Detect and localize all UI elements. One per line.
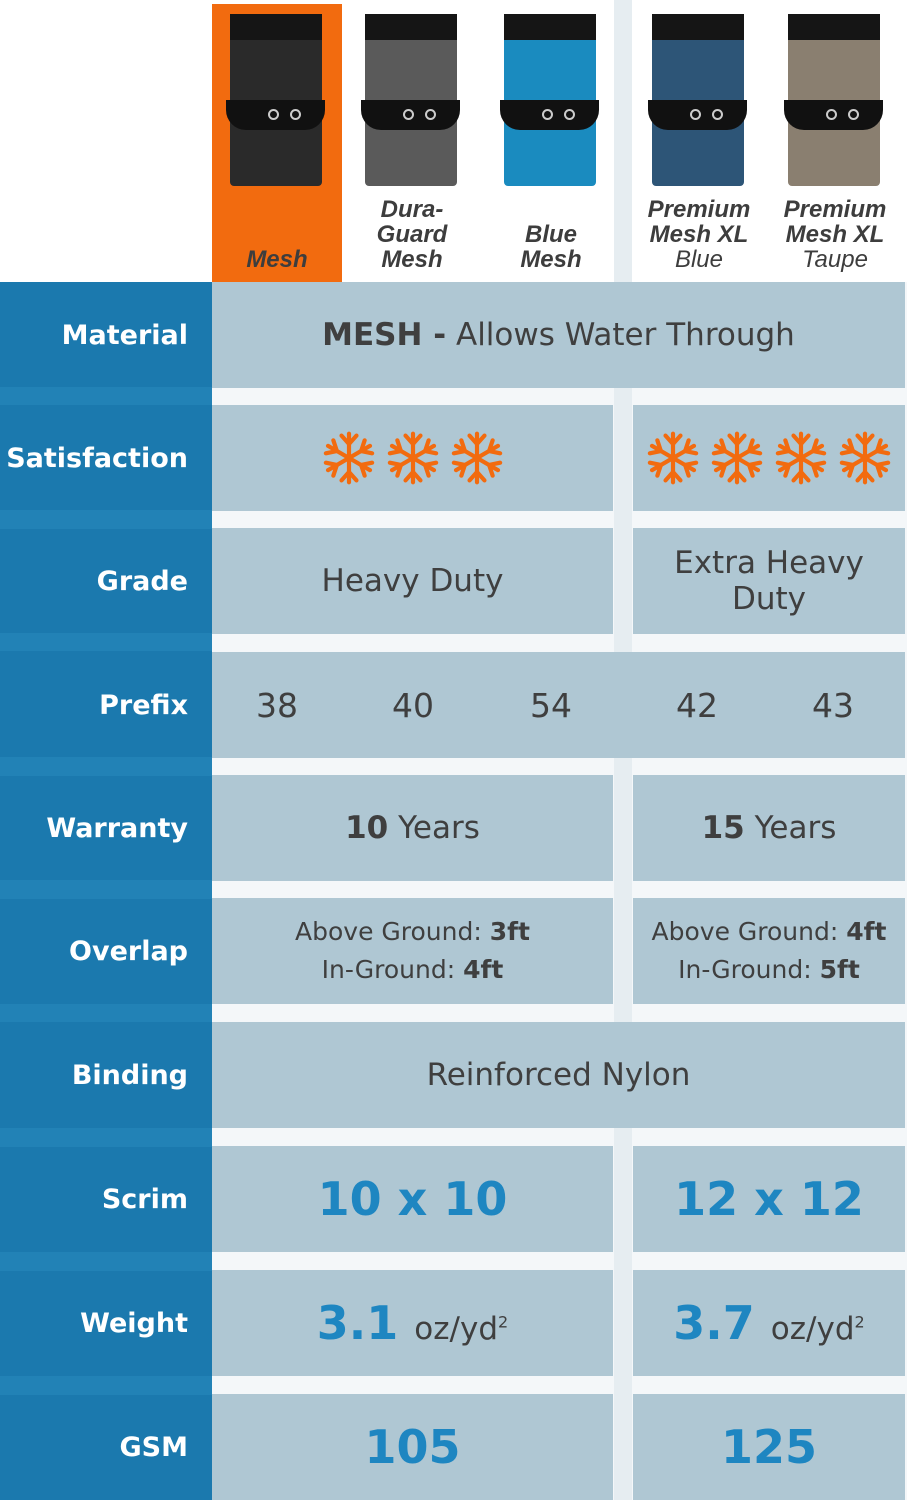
warranty-left: 10 Years xyxy=(212,775,613,881)
divider xyxy=(0,1252,212,1271)
gsm-right: 125 xyxy=(633,1394,905,1500)
prefix-value: 42 xyxy=(676,685,718,725)
scrim-right: 12 x 12 xyxy=(633,1146,905,1252)
material-text: Allows Water Through xyxy=(455,317,795,353)
prefix-value: 43 xyxy=(812,685,854,725)
weight-sup: 2 xyxy=(498,1312,509,1332)
product-name: Premium Mesh XL Taupe xyxy=(783,196,887,273)
product-column[interactable]: Blue Mesh xyxy=(486,4,616,282)
prefix-value: 40 xyxy=(392,685,434,725)
ig-value: 4ft xyxy=(463,955,504,984)
row-weight: Weight 3.1 oz/yd2 3.7 oz/yd2 xyxy=(0,1270,907,1376)
gsm-left: 105 xyxy=(212,1394,613,1500)
row-label: GSM xyxy=(119,1431,188,1463)
divider xyxy=(0,1128,212,1147)
material-strong: MESH - xyxy=(322,317,447,353)
scrim-left: 10 x 10 xyxy=(212,1146,613,1252)
snowflake-icon xyxy=(711,431,763,485)
grade-left: Heavy Duty xyxy=(212,528,613,634)
weight-sup: 2 xyxy=(854,1312,865,1332)
row-label: Prefix xyxy=(99,689,188,721)
prefix-value: 54 xyxy=(530,685,572,725)
ig-label: In-Ground: xyxy=(321,955,456,984)
product-name: Blue Mesh xyxy=(520,221,582,273)
product-name: Dura-Guard Mesh xyxy=(376,196,448,273)
product-image xyxy=(500,14,600,186)
row-prefix: Prefix 38 40 54 42 43 xyxy=(0,652,907,758)
weight-num: 3.1 xyxy=(316,1296,399,1350)
divider xyxy=(0,387,212,405)
product-name: Mesh xyxy=(246,246,308,273)
product-image xyxy=(226,14,326,186)
weight-left: 3.1 oz/yd2 xyxy=(212,1270,613,1376)
grade-right-text: Extra Heavy Duty xyxy=(674,545,864,617)
satisfaction-right xyxy=(633,405,905,511)
row-grade: Grade Heavy Duty Extra Heavy Duty xyxy=(0,528,907,634)
row-gsm: GSM 105 125 xyxy=(0,1394,907,1500)
product-image xyxy=(784,14,884,186)
row-overlap: Overlap Above Ground: 3ft In-Ground: 4ft … xyxy=(0,898,907,1004)
divider xyxy=(0,633,212,651)
divider xyxy=(0,880,212,899)
ig-label: In-Ground: xyxy=(678,955,812,984)
ag-value: 3ft xyxy=(489,917,530,946)
divider xyxy=(0,1004,212,1022)
snowflake-icon xyxy=(839,431,891,485)
ag-label: Above Ground: xyxy=(295,917,482,946)
product-name: Premium Mesh XL Blue xyxy=(647,196,751,273)
row-label: Weight xyxy=(80,1307,188,1339)
product-image xyxy=(648,14,748,186)
product-column[interactable]: Premium Mesh XL Taupe xyxy=(770,4,900,282)
warranty-num: 10 xyxy=(345,810,389,846)
snowflake-icon xyxy=(323,431,374,485)
divider xyxy=(0,757,212,776)
snowflake-icon xyxy=(775,431,827,485)
divider xyxy=(0,510,212,529)
snowflake-icon xyxy=(647,431,699,485)
warranty-unit: Years xyxy=(398,810,480,846)
row-scrim: Scrim 10 x 10 12 x 12 xyxy=(0,1146,907,1252)
binding-value: Reinforced Nylon xyxy=(212,1022,905,1128)
product-column[interactable]: Mesh xyxy=(212,4,342,282)
product-column[interactable]: Premium Mesh XL Blue xyxy=(634,4,764,282)
ag-value: 4ft xyxy=(846,917,887,946)
row-label: Overlap xyxy=(69,935,188,967)
product-image xyxy=(361,14,461,186)
row-material: Material MESH - Allows Water Through xyxy=(0,282,907,388)
warranty-unit: Years xyxy=(754,810,837,846)
warranty-right: 15 Years xyxy=(633,775,905,881)
warranty-num: 15 xyxy=(701,810,745,846)
row-label: Binding xyxy=(71,1059,188,1091)
row-satisfaction: Satisfaction xyxy=(0,405,907,511)
product-column[interactable]: Dura-Guard Mesh xyxy=(347,4,477,282)
row-warranty: Warranty 10 Years 15 Years xyxy=(0,775,907,881)
satisfaction-left xyxy=(212,405,613,511)
ig-value: 5ft xyxy=(819,955,860,984)
material-value: MESH - Allows Water Through xyxy=(212,282,905,388)
row-label: Scrim xyxy=(101,1183,188,1215)
row-binding: Binding Reinforced Nylon xyxy=(0,1022,907,1128)
divider xyxy=(0,1376,212,1395)
overlap-right: Above Ground: 4ft In-Ground: 5ft xyxy=(633,898,905,1004)
row-label: Warranty xyxy=(46,812,188,844)
weight-right: 3.7 oz/yd2 xyxy=(633,1270,905,1376)
snowflake-icon xyxy=(387,431,438,485)
weight-num: 3.7 xyxy=(673,1296,755,1350)
overlap-left: Above Ground: 3ft In-Ground: 4ft xyxy=(212,898,613,1004)
row-label: Material xyxy=(61,319,188,351)
prefix-value: 38 xyxy=(256,685,298,725)
prefix-cell xyxy=(212,652,905,758)
row-label: Satisfaction xyxy=(6,442,188,474)
row-label: Grade xyxy=(96,565,188,597)
grade-right: Extra Heavy Duty xyxy=(633,528,905,634)
weight-unit: oz/yd xyxy=(414,1311,499,1347)
snowflake-icon xyxy=(451,431,502,485)
weight-unit: oz/yd xyxy=(770,1311,855,1347)
ag-label: Above Ground: xyxy=(651,917,839,946)
